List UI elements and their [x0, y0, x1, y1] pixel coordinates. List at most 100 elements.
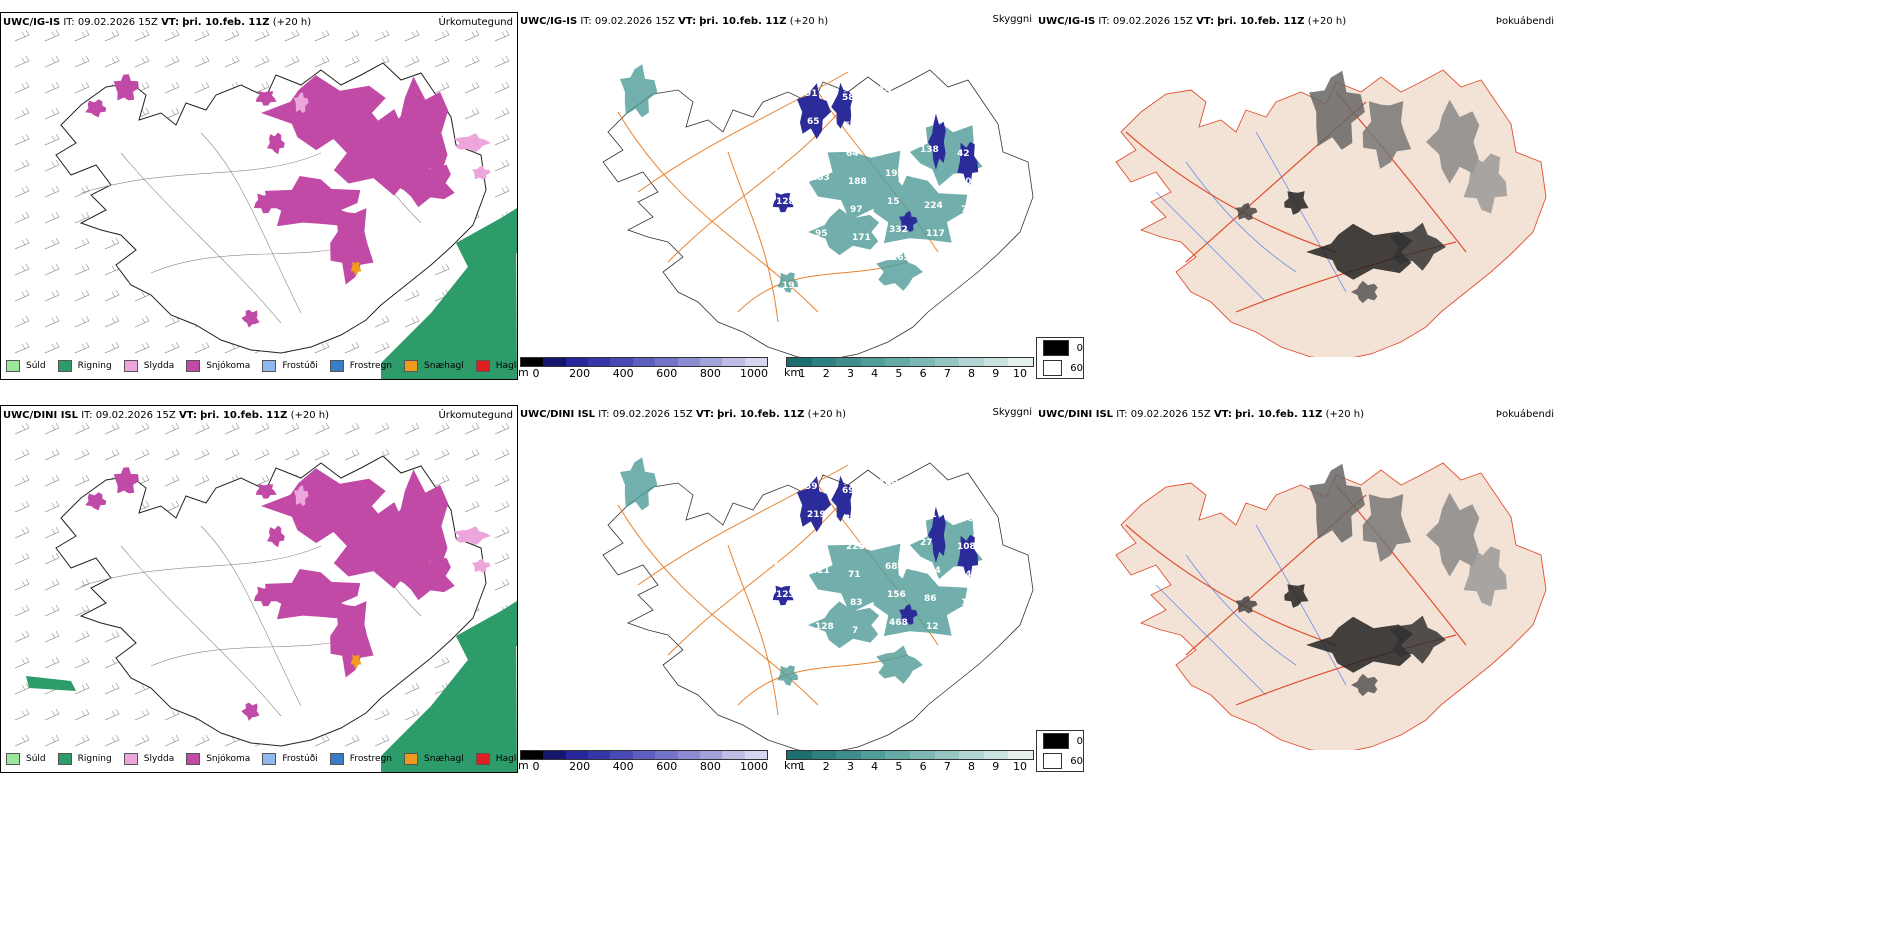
colorbar-tick: 9	[992, 367, 1000, 380]
visibility-label: 70	[916, 482, 929, 492]
visibility-label: 161	[817, 257, 836, 267]
visibility-label: 177	[961, 598, 980, 608]
colorbar-cell	[565, 751, 589, 759]
colorbar-ticks: 0 200 400 600 800 1000	[520, 367, 769, 380]
colorbar-cells	[786, 357, 1034, 367]
iceland-land	[602, 69, 1034, 357]
panel-title: Úrkomutegund	[438, 17, 513, 28]
visibility-label: 513	[774, 562, 793, 572]
colorbar-cell	[811, 358, 837, 366]
colorbar-cell	[610, 751, 633, 759]
fog-legend-item: 60	[1037, 751, 1083, 771]
visibility-label: 188	[848, 177, 867, 187]
precip-legend-item: Snæhagl	[404, 360, 464, 372]
colorbar-cell	[787, 358, 812, 366]
colorbar-tick: 200	[569, 367, 591, 380]
precip-legend-item: Frostregn	[329, 753, 393, 765]
colorbar-tick: 2	[822, 760, 830, 773]
sleet-area	[293, 485, 491, 573]
legend-swatch	[329, 753, 344, 765]
colorbar-cell	[983, 751, 1009, 759]
fog-legend: 0 60	[1036, 337, 1084, 379]
visibility-map: 86 91 58 14 71 60 66 65 68 193 47 48 418 12 64 86 138 42 1…	[602, 64, 1034, 357]
colorbar-tick: 800	[699, 367, 721, 380]
visibility-label: 421	[811, 566, 830, 576]
snow-pellets-area	[350, 261, 362, 275]
precip-legend-item: Frostúði	[262, 360, 318, 372]
precip-legend-item: Haglél	[475, 360, 524, 372]
visibility-label: 7	[852, 626, 858, 636]
visibility-label: 528	[965, 261, 984, 271]
legend-swatch	[57, 753, 72, 765]
colorbar-cell	[677, 358, 700, 366]
colorbar-cell	[860, 358, 886, 366]
legend-label: Snæhagl	[424, 754, 464, 764]
colorbar-cell	[588, 358, 611, 366]
legend-label: Snjókoma	[206, 754, 251, 764]
visibility-label: 128	[776, 197, 795, 207]
fog-panel-bottom: UWC/DINI ISL IT: 09.02.2026 15Z VT: þri.…	[1036, 405, 1558, 773]
legend-label: Rigning	[77, 361, 112, 371]
visibility-label: 165	[891, 253, 910, 263]
legend-swatch	[262, 360, 277, 372]
colorbar-tick: 8	[968, 367, 976, 380]
iceland-land	[602, 462, 1034, 750]
visibility-label: 60	[953, 93, 966, 103]
panel-header: UWC/DINI ISL IT: 09.02.2026 15Z VT: þri.…	[520, 409, 847, 420]
colorbar-tick: 7	[943, 760, 951, 773]
legend-label: Súld	[26, 361, 46, 371]
precip-map	[14, 29, 517, 379]
visibility-label: 64	[846, 149, 859, 159]
colorbar-tick: 600	[656, 367, 678, 380]
precip-legend-item: Haglél	[475, 753, 525, 765]
colorbar-unit: km	[784, 759, 802, 772]
panel-title: Skyggni	[992, 14, 1032, 25]
colorbar-tick: 9	[992, 760, 1000, 773]
colorbar-cell	[836, 358, 861, 366]
colorbar-cell	[744, 751, 767, 759]
visibility-label: 346	[959, 570, 978, 580]
visibility-label: 111	[918, 510, 937, 520]
colorbar-cell	[1008, 751, 1033, 759]
visibility-label: 332	[889, 225, 908, 235]
colorbar-tick: 3	[846, 367, 854, 380]
fog-index-area	[1235, 463, 1507, 697]
visibility-label: 68	[885, 562, 898, 572]
colorbar-cell	[655, 751, 678, 759]
rain-area	[26, 601, 517, 772]
colorbar-tick: 1	[798, 760, 806, 773]
colorbar-unit: m	[518, 759, 529, 772]
visibility-label: 17	[922, 173, 935, 183]
colorbar-unit: km	[784, 366, 802, 379]
precip-type-panel-top: UWC/IG-IS IT: 09.02.2026 15Z VT: þri. 10…	[0, 12, 524, 380]
visibility-label: 108	[928, 257, 947, 267]
legend-label: Haglél	[495, 754, 525, 764]
visibility-label: 32	[963, 233, 976, 243]
panel-title: Skyggni	[992, 407, 1032, 418]
legend-label: Frostregn	[349, 754, 393, 764]
visibility-label: 102	[774, 169, 793, 179]
legend-swatch	[404, 360, 419, 372]
colorbar-cell	[722, 751, 745, 759]
colorbar-tick: 1	[798, 367, 806, 380]
visibility-label: 58	[842, 93, 855, 103]
colorbar-tick: 5	[895, 760, 903, 773]
visibility-label: 100	[881, 506, 900, 516]
fog-index-area	[1235, 70, 1507, 304]
visibility-label: 193	[881, 113, 900, 123]
visibility-label: 12	[819, 285, 832, 295]
fog-legend-item: 60	[1037, 358, 1083, 378]
visibility-label: 171	[852, 233, 871, 243]
legend-label: Frostregn	[349, 361, 393, 371]
colorbar-cell	[543, 358, 566, 366]
colorbar-cell	[565, 358, 589, 366]
visibility-label: 225	[846, 542, 865, 552]
colorbar-cell	[983, 358, 1009, 366]
legend-swatch	[1043, 753, 1063, 769]
precip-legend-item: Snæhagl	[404, 753, 464, 765]
legend-label: Snjókoma	[206, 361, 251, 371]
legend-label: 0	[1076, 342, 1083, 354]
snow-pellets-area	[350, 654, 362, 668]
panel-header: UWC/DINI ISL IT: 09.02.2026 15Z VT: þri.…	[3, 410, 330, 421]
fog-legend: 0 60	[1036, 730, 1084, 772]
